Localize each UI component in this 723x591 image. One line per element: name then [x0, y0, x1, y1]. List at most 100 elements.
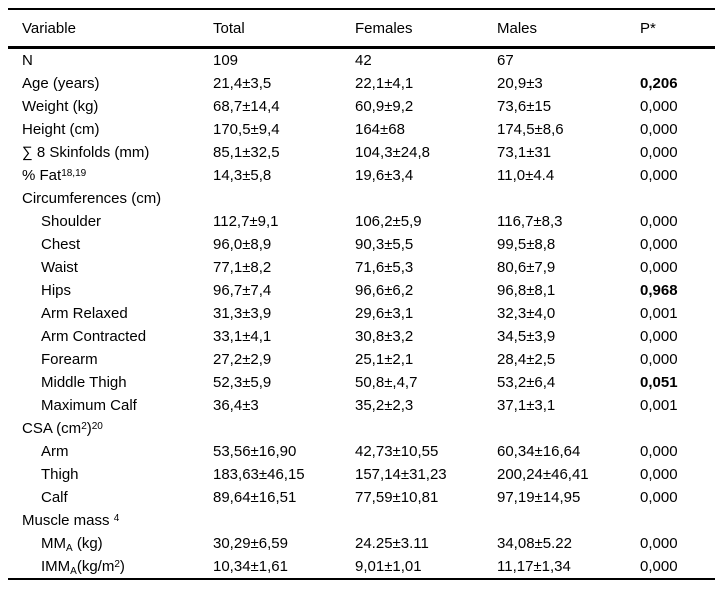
females-value: 164±68 [355, 121, 405, 138]
males-value: 28,4±2,5 [497, 351, 556, 368]
variable-label: Arm Relaxed [41, 305, 128, 322]
total-value: 53,56±16,90 [213, 443, 297, 460]
table-row: Forearm 27,2±2,9 25,1±2,1 28,4±2,5 0,000 [8, 348, 715, 371]
table-body: N 109 42 67 Age (years) 21,4±3,5 22,1±4,1 20,9±… [8, 48, 715, 580]
variable-label: Forearm [41, 351, 98, 368]
total-value: 30,29±6,59 [213, 535, 288, 552]
variable-label: CSA (cm2)20 [22, 420, 103, 437]
males-value: 73,1±31 [497, 144, 552, 161]
table-row: Waist 77,1±8,2 71,6±5,3 80,6±7,9 0,000 [8, 256, 715, 279]
column-header-p: P* [640, 9, 715, 49]
males-value: 53,2±6,4 [497, 374, 556, 391]
p-value: 0,000 [640, 213, 678, 230]
p-value: 0,000 [640, 121, 678, 138]
females-value: 19,6±3,4 [355, 167, 414, 184]
table-row: Maximum Calf 36,4±3 35,2±2,3 37,1±3,1 0,001 [8, 394, 715, 417]
males-value: 11,17±1,34 [497, 558, 571, 575]
males-value: 67 [497, 52, 514, 69]
table-row: Chest 96,0±8,9 90,3±5,5 99,5±8,8 0,000 [8, 233, 715, 256]
variable-label: Hips [41, 282, 72, 299]
table-row: Weight (kg) 68,7±14,4 60,9±9,2 73,6±15 0,000 [8, 95, 715, 118]
total-value: 112,7±9,1 [213, 213, 279, 230]
females-value: 29,6±3,1 [355, 305, 414, 322]
females-value: 30,8±3,2 [355, 328, 414, 345]
total-value: 36,4±3 [213, 397, 259, 414]
total-value: 89,64±16,51 [213, 489, 297, 506]
total-value: 183,63±46,15 [213, 466, 305, 483]
variable-label: Arm [41, 443, 69, 460]
table-row: Arm Contracted 33,1±4,1 30,8±3,2 34,5±3,9 0,… [8, 325, 715, 348]
total-value: 170,5±9,4 [213, 121, 280, 138]
table-row: Muscle mass 4 [8, 509, 715, 532]
males-value: 32,3±4,0 [497, 305, 556, 322]
total-value: 14,3±5,8 [213, 167, 272, 184]
females-value: 22,1±4,1 [355, 75, 414, 92]
total-value: 27,2±2,9 [213, 351, 272, 368]
variable-label: Arm Contracted [41, 328, 147, 345]
p-value [640, 417, 715, 440]
table-row: Middle Thigh 52,3±5,9 50,8±,4,7 53,2±6,4 0,0… [8, 371, 715, 394]
table-row: Calf 89,64±16,51 77,59±10,81 97,19±14,95 0,0… [8, 486, 715, 509]
table-row: Hips 96,7±7,4 96,6±6,2 96,8±8,1 0,968 [8, 279, 715, 302]
males-value [497, 187, 640, 210]
total-value: 77,1±8,2 [213, 259, 272, 276]
p-value: 0,000 [640, 443, 678, 460]
males-value: 97,19±14,95 [497, 489, 581, 506]
variable-label: Thigh [41, 466, 79, 483]
females-value: 25,1±2,1 [355, 351, 414, 368]
table-row: Thigh 183,63±46,15 157,14±31,23 200,24±46,4… [8, 463, 715, 486]
p-value: 0,000 [640, 144, 678, 161]
total-value [213, 509, 355, 532]
variable-label: Muscle mass 4 [22, 512, 120, 529]
p-value: 0,000 [640, 167, 678, 184]
variable-label: Chest [41, 236, 81, 253]
table-row: N 109 42 67 [8, 48, 715, 73]
variable-label: Circumferences (cm) [22, 190, 162, 207]
table-row: Arm Relaxed 31,3±3,9 29,6±3,1 32,3±4,0 0,001 [8, 302, 715, 325]
males-value: 20,9±3 [497, 75, 543, 92]
p-value [640, 48, 715, 73]
variable-label: Calf [41, 489, 68, 506]
table-row: MMA (kg) 30,29±6,59 24.25±3.11 34,08±5.22 0,… [8, 532, 715, 555]
total-value: 85,1±32,5 [213, 144, 280, 161]
anthropometry-table: Variable Total Females Males P* N 109 42 67 Age … [8, 8, 715, 580]
total-value: 10,34±1,61 [213, 558, 288, 575]
variable-label: N [22, 52, 33, 69]
females-value: 104,3±24,8 [355, 144, 430, 161]
table-row: Height (cm) 170,5±9,4 164±68 174,5±8,6 0,000 [8, 118, 715, 141]
total-value: 109 [213, 52, 239, 69]
p-value: 0,000 [640, 236, 678, 253]
females-value: 77,59±10,81 [355, 489, 439, 506]
table-row: Circumferences (cm) [8, 187, 715, 210]
females-value: 60,9±9,2 [355, 98, 414, 115]
p-value: 0,000 [640, 558, 678, 575]
females-value: 35,2±2,3 [355, 397, 414, 414]
total-value: 68,7±14,4 [213, 98, 280, 115]
males-value: 37,1±3,1 [497, 397, 556, 414]
females-value: 9,01±1,01 [355, 558, 422, 575]
variable-label: Weight (kg) [22, 98, 99, 115]
total-value [213, 417, 355, 440]
p-value: 0,968 [640, 282, 678, 299]
males-value: 99,5±8,8 [497, 236, 556, 253]
females-value: 157,14±31,23 [355, 466, 447, 483]
column-header-variable: Variable [8, 9, 213, 49]
total-value: 96,0±8,9 [213, 236, 272, 253]
males-value: 73,6±15 [497, 98, 552, 115]
p-value: 0,000 [640, 259, 678, 276]
variable-label: IMMA(kg/m2) [41, 558, 125, 577]
females-value: 106,2±5,9 [355, 213, 422, 230]
p-value [640, 187, 715, 210]
table-row: IMMA(kg/m2) 10,34±1,61 9,01±1,01 11,17±1,34… [8, 555, 715, 579]
table-row: % Fat18,19 14,3±5,8 19,6±3,4 11,0±4.4 0,000 [8, 164, 715, 187]
table-row: Age (years) 21,4±3,5 22,1±4,1 20,9±3 0,206 [8, 72, 715, 95]
total-value: 96,7±7,4 [213, 282, 272, 299]
females-value [355, 187, 497, 210]
total-value: 33,1±4,1 [213, 328, 272, 345]
column-header-total: Total [213, 9, 355, 49]
p-value: 0,000 [640, 98, 678, 115]
p-value [640, 509, 715, 532]
p-value: 0,000 [640, 351, 678, 368]
females-value: 90,3±5,5 [355, 236, 414, 253]
table-row: CSA (cm2)20 [8, 417, 715, 440]
